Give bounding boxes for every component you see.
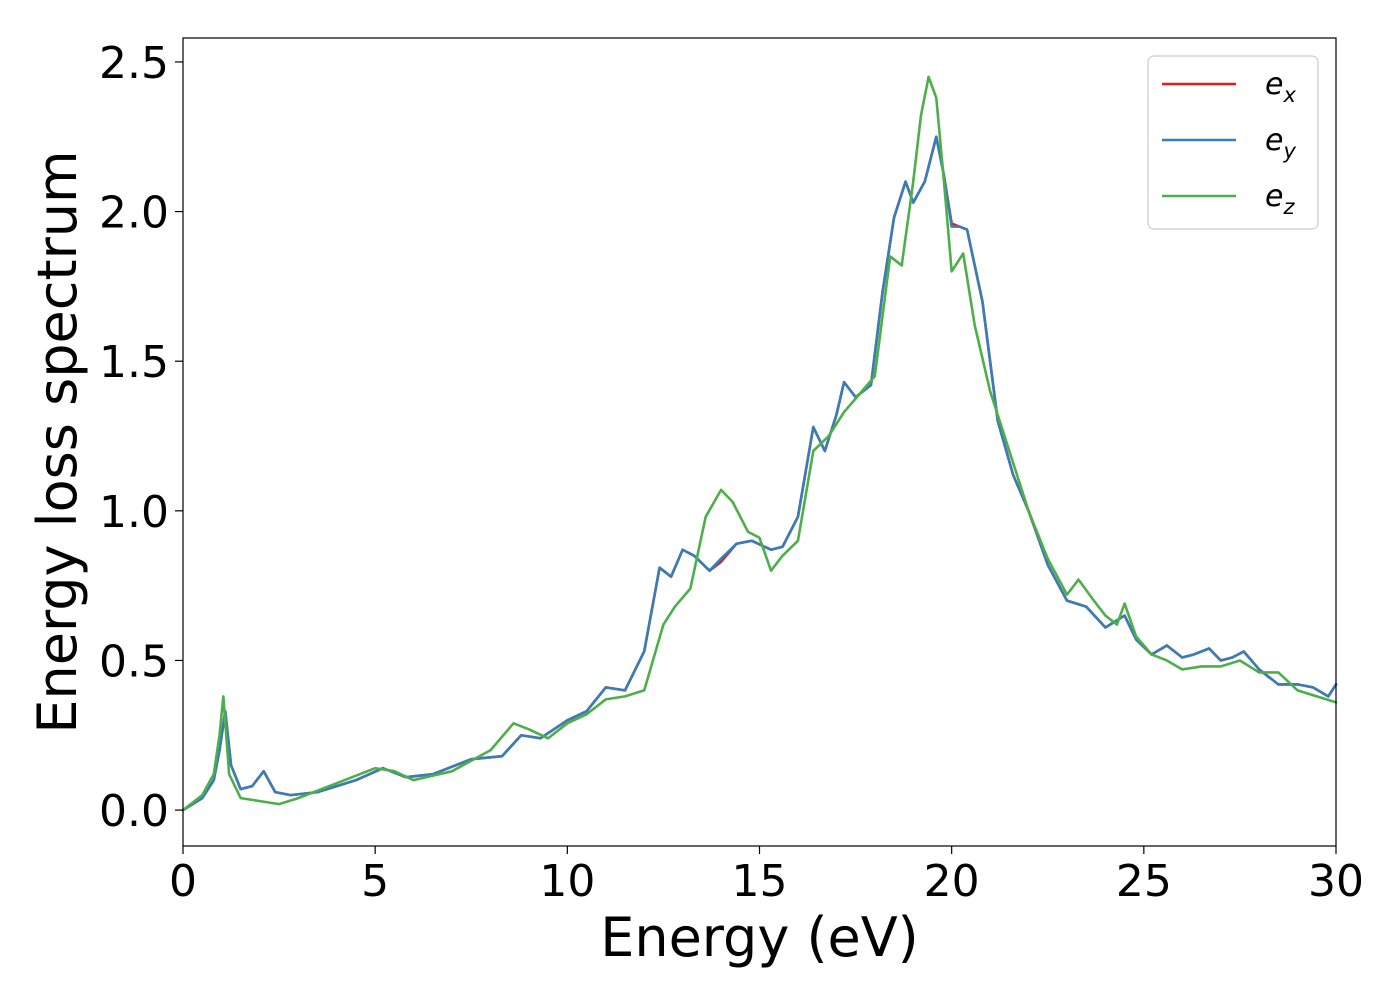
- x-tick-label: 0: [169, 856, 197, 907]
- y-axis-title: Energy loss spectrum: [26, 150, 89, 733]
- legend-label-z: ez: [1265, 179, 1295, 219]
- series-line-z: [181, 75, 1338, 812]
- legend-label-y: ey: [1265, 123, 1296, 163]
- x-tick-label: 30: [1308, 856, 1364, 907]
- x-axis: 0 5 10 15 20 25 30: [169, 846, 1364, 907]
- series-layer: [181, 75, 1338, 812]
- legend-box: [1147, 55, 1319, 230]
- x-tick-label: 10: [539, 856, 595, 907]
- y-tick-label: 2.0: [99, 188, 169, 239]
- x-tick-label: 20: [924, 856, 980, 907]
- plot-background: [183, 38, 1336, 846]
- x-axis-title: Energy (eV): [600, 906, 919, 969]
- x-tick-label: 25: [1116, 856, 1172, 907]
- x-tick-label: 5: [361, 856, 389, 907]
- y-tick-label: 2.5: [99, 38, 169, 89]
- y-tick-label: 1.5: [99, 337, 169, 388]
- y-tick-label: 0.5: [99, 636, 169, 687]
- x-tick-label: 15: [732, 856, 788, 907]
- legend: ex ey ez: [1147, 55, 1319, 230]
- y-tick-label: 1.0: [99, 487, 169, 538]
- legend-label-x: ex: [1265, 67, 1296, 107]
- y-axis: 0.0 0.5 1.0 1.5 2.0 2.5: [99, 38, 183, 837]
- y-tick-label: 0.0: [99, 786, 169, 837]
